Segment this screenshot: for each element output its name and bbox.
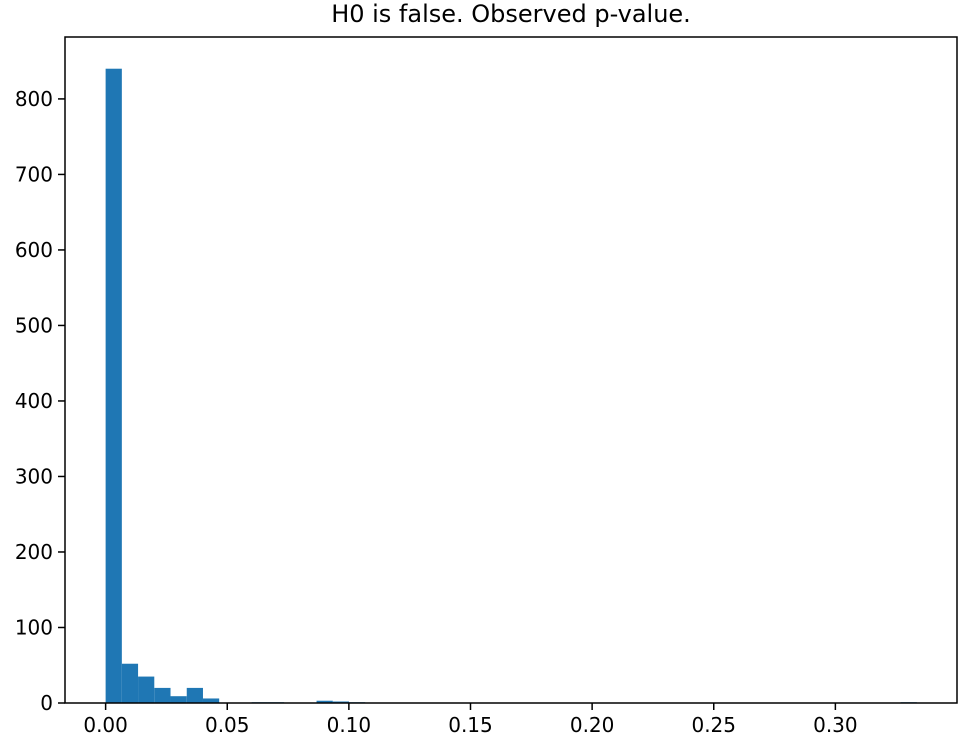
histogram-bar [154, 687, 171, 703]
x-tick-label: 0.20 [570, 713, 615, 737]
histogram-bar [121, 663, 139, 703]
x-tick-label: 0.25 [691, 713, 736, 737]
histogram-bar [332, 701, 349, 703]
histogram-bar [316, 700, 333, 703]
histogram-bar [202, 698, 220, 703]
x-tick-label: 0.05 [205, 713, 250, 737]
y-axis-ticks: 0 100 200 300 400 500 600 700 800 [15, 87, 65, 715]
y-tick-label: 300 [15, 464, 53, 488]
y-tick-label: 500 [15, 313, 53, 337]
histogram-bar [138, 676, 155, 703]
y-tick-label: 200 [15, 540, 53, 564]
plot-frame [64, 36, 958, 704]
y-tick-label: 400 [15, 389, 53, 413]
histogram-bar [186, 687, 203, 703]
chart-title: H0 is false. Observed p-value. [331, 0, 691, 28]
y-tick-label: 0 [40, 691, 53, 715]
histogram-bar [170, 696, 187, 703]
x-axis-ticks: 0.00 0.05 0.10 0.15 0.20 0.25 0.30 [83, 703, 858, 737]
x-tick-label: 0.00 [83, 713, 128, 737]
x-tick-label: 0.30 [813, 713, 858, 737]
histogram-bar [105, 68, 122, 703]
y-tick-label: 600 [15, 238, 53, 262]
y-tick-label: 700 [15, 162, 53, 186]
y-tick-label: 800 [15, 87, 53, 111]
y-tick-label: 100 [15, 615, 53, 639]
x-tick-label: 0.10 [327, 713, 372, 737]
x-tick-label: 0.15 [448, 713, 493, 737]
histogram-bars [105, 68, 917, 703]
